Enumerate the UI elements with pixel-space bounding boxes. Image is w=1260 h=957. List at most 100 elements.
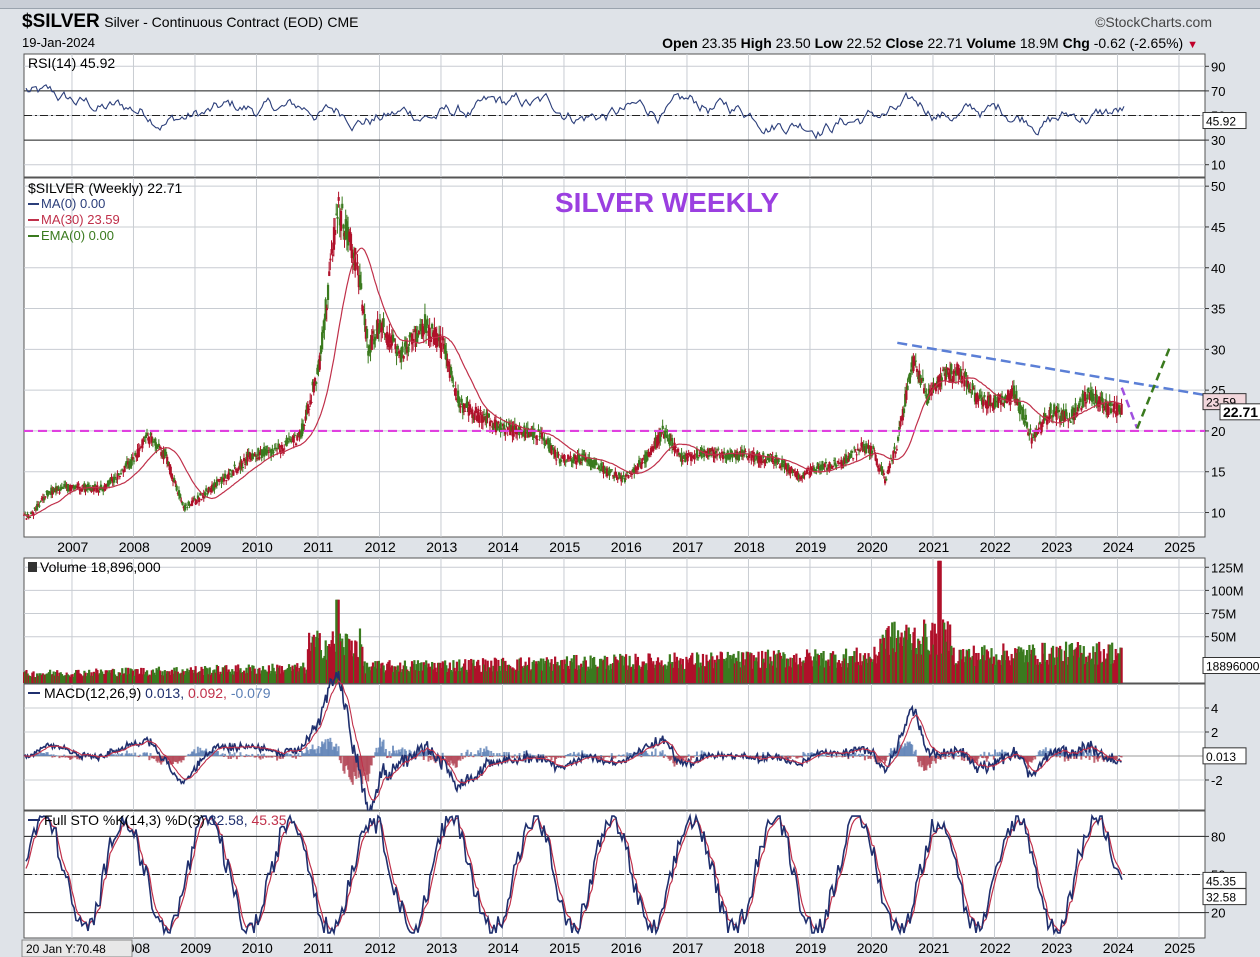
price-bar-body: [587, 457, 590, 463]
volume-bar: [147, 675, 150, 683]
macd-hist-bar: [111, 754, 114, 756]
price-bar-body: [95, 485, 98, 492]
macd-hist-bar: [651, 751, 654, 756]
price-bar-body: [843, 457, 846, 463]
volume-bar: [174, 671, 177, 683]
price-bar-body: [324, 299, 327, 320]
macd-hist-bar: [278, 756, 281, 759]
macd-hist-bar: [297, 753, 300, 756]
price-bar-body: [724, 456, 727, 459]
volume-bar: [844, 648, 848, 683]
macd-hist-bar: [66, 756, 69, 758]
macd-hist-bar: [71, 756, 74, 759]
sto-tick-label: 80: [1211, 829, 1225, 844]
volume-bar: [129, 668, 132, 683]
price-bar-body: [1092, 393, 1095, 401]
macd-hist-bar: [654, 748, 657, 756]
price-bar-body: [455, 398, 459, 401]
price-bar-body: [862, 443, 865, 451]
volume-bar: [1055, 646, 1058, 683]
macd-hist-bar: [500, 756, 503, 757]
volume-bar: [1033, 647, 1036, 683]
volume-bar: [427, 663, 430, 683]
volume-bar: [136, 669, 139, 683]
volume-bar: [1074, 648, 1077, 683]
volume-bar: [795, 653, 798, 683]
price-bar-body: [648, 454, 651, 456]
volume-bar: [245, 667, 248, 683]
volume-bar: [310, 642, 313, 683]
macd-hist-bar: [833, 754, 836, 756]
price-bar-body: [70, 486, 73, 491]
price-bar-body: [162, 449, 165, 460]
volume-bar: [247, 664, 250, 683]
price-bar-body: [181, 502, 184, 506]
volume-bar: [746, 651, 750, 683]
volume-bar: [720, 652, 723, 683]
price-bar-body: [332, 226, 336, 250]
volume-bar: [459, 671, 462, 683]
volume-bar: [344, 633, 347, 683]
volume-bar: [458, 659, 461, 683]
volume-bar: [1092, 646, 1095, 683]
macd-hist-bar: [390, 753, 393, 756]
volume-bar: [91, 675, 94, 683]
volume-bar: [215, 664, 218, 683]
volume-bar: [439, 662, 442, 683]
macd-panel: [23, 683, 1206, 811]
price-bar-body: [148, 436, 151, 445]
macd-hist-bar: [913, 751, 916, 756]
volume-bar: [263, 669, 266, 683]
volume-bar: [1072, 655, 1075, 683]
price-bar-body: [467, 407, 470, 416]
price-bar-body: [543, 438, 546, 445]
sto-legend-value: 32.58,: [209, 812, 252, 828]
price-bar-body: [795, 471, 798, 477]
macd-hist-bar: [134, 752, 137, 756]
volume-bar: [1094, 652, 1097, 683]
macd-hist-bar: [271, 756, 274, 758]
price-bar-body: [761, 461, 764, 464]
macd-hist-bar: [571, 754, 574, 756]
price-bar-body: [600, 463, 603, 471]
macd-hist-bar: [978, 756, 981, 757]
price-bar-body: [1035, 429, 1038, 436]
price-bar-body: [640, 463, 643, 469]
volume-bar: [703, 666, 706, 683]
rsi-last-tag-box: [1202, 112, 1247, 130]
volume-last-tag: 18896000: [1206, 660, 1260, 674]
volume-bar: [1034, 655, 1037, 683]
macd-hist-bar: [285, 752, 288, 756]
bottom-year-label: 2010: [242, 940, 273, 956]
price-bar-body: [40, 498, 43, 500]
price-bar-body: [869, 445, 873, 456]
volume-bar: [402, 665, 405, 683]
macd-tick-label: 4: [1211, 701, 1218, 716]
volume-bar: [652, 661, 655, 683]
price-bar-body: [927, 388, 930, 401]
volume-bar: [423, 664, 427, 683]
macd-hist-bar: [319, 746, 322, 756]
macd-hist-bar: [933, 756, 936, 762]
volume-bar: [421, 670, 424, 683]
macd-hist-bar: [125, 750, 128, 756]
volume-bar: [648, 653, 651, 683]
price-bar-body: [562, 455, 565, 459]
price-bar-body: [914, 360, 917, 362]
volume-label: Volume: [966, 35, 1016, 51]
volume-bar: [920, 654, 923, 683]
price-bar-body: [1083, 392, 1087, 402]
volume-bar: [787, 658, 790, 683]
price-bar-body: [888, 463, 891, 469]
macd-hist-bar: [292, 756, 295, 758]
price-bar-body: [627, 474, 630, 479]
volume-bar: [259, 673, 262, 683]
macd-hist-bar: [121, 753, 124, 756]
volume-bar: [1010, 653, 1013, 683]
macd-hist-bar: [173, 756, 176, 762]
price-bar-body: [589, 459, 592, 467]
macd-hist-bar: [371, 756, 374, 758]
volume-bar: [1079, 645, 1082, 683]
volume-bar: [914, 647, 917, 683]
volume-bar: [733, 663, 736, 683]
